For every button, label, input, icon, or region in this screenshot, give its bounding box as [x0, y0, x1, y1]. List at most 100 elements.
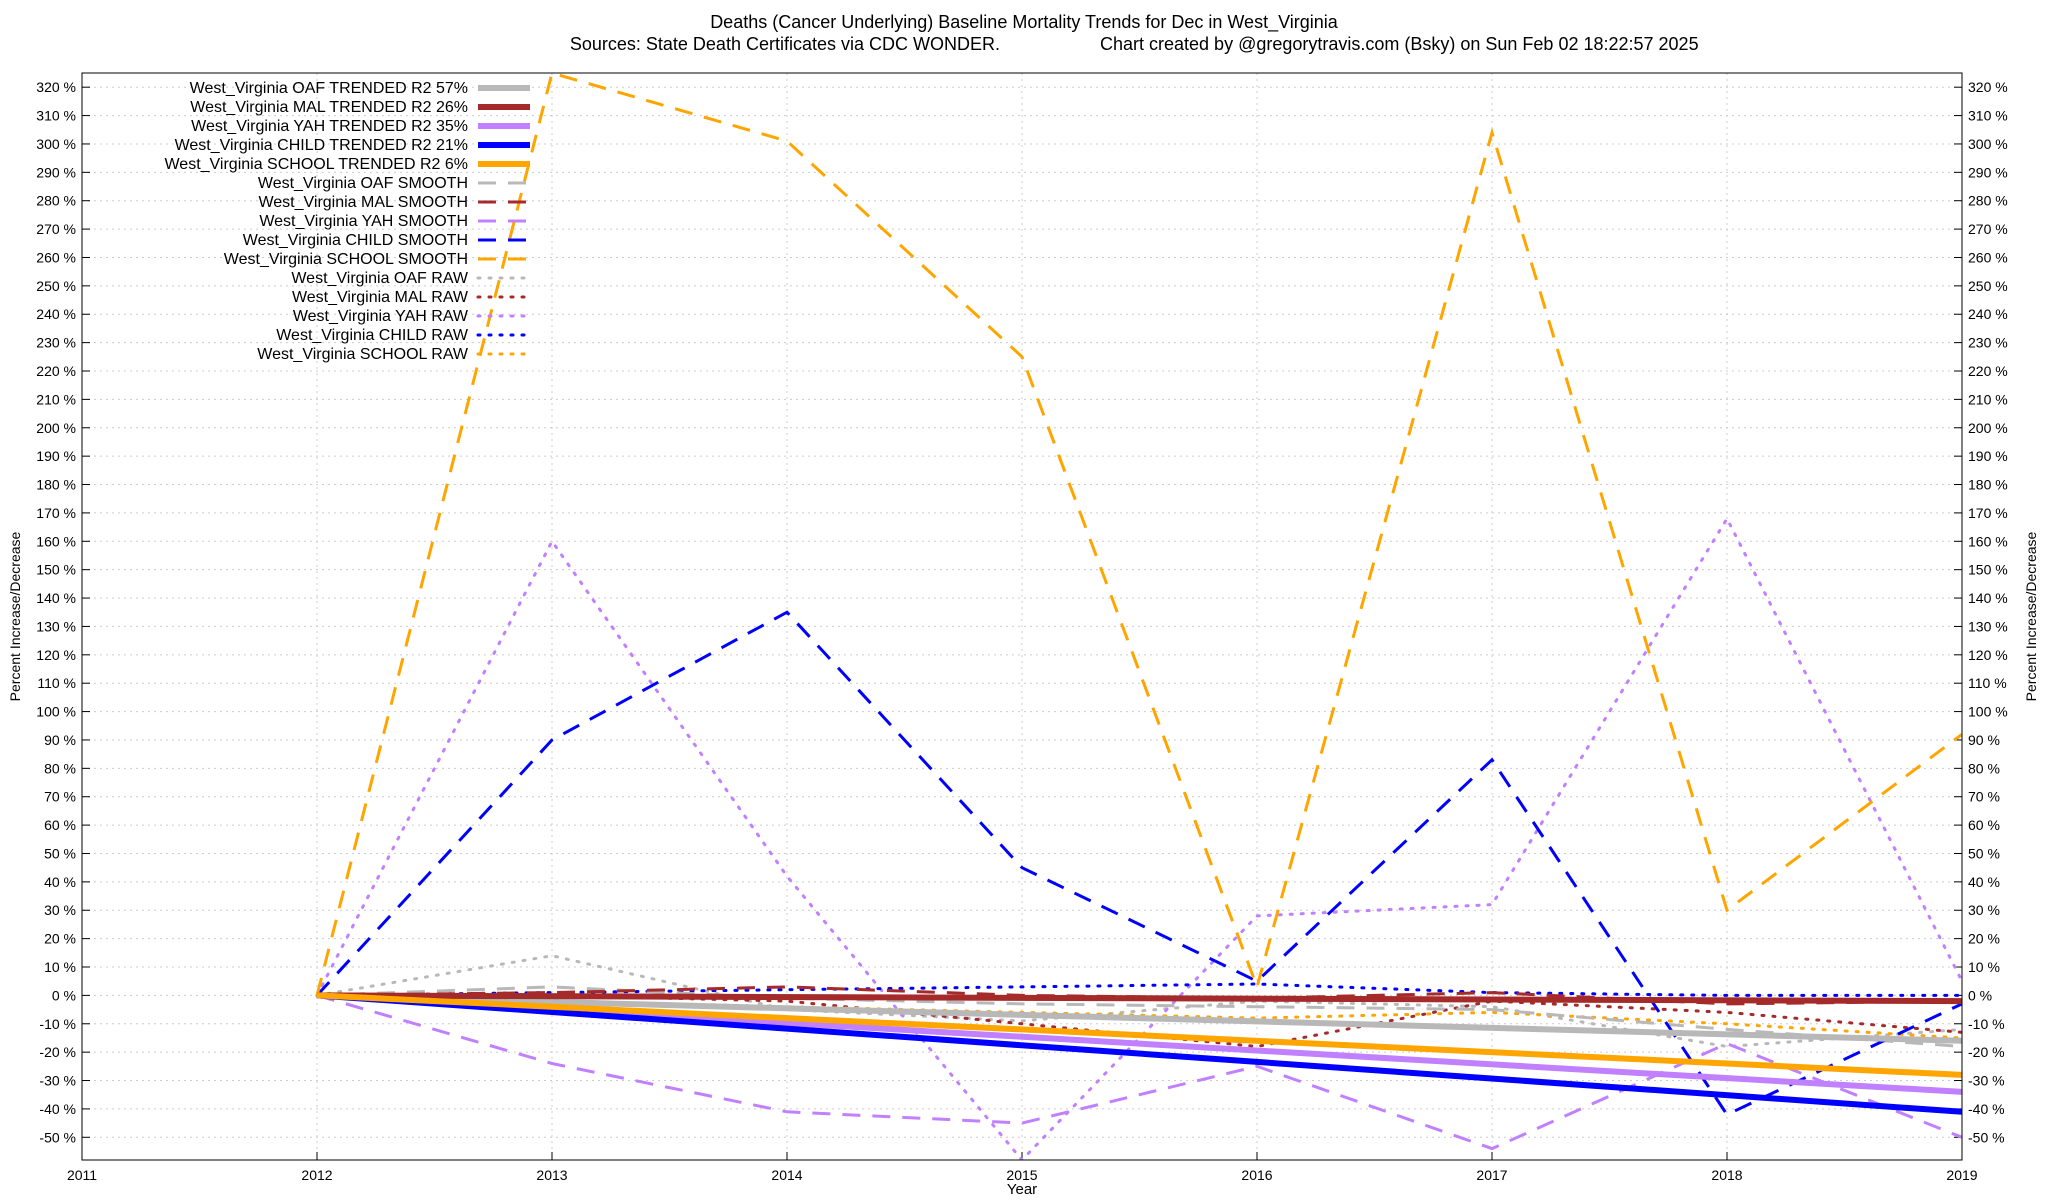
series-group: [315, 73, 1962, 1160]
y-tick-label: 270 %: [36, 221, 76, 237]
y-tick-label: 240 %: [36, 306, 76, 322]
y-tick-label: 20 %: [44, 931, 76, 947]
legend-label: West_Virginia OAF RAW: [291, 270, 469, 287]
y-tick-label-right: 210 %: [1968, 391, 2008, 407]
chart-title: Deaths (Cancer Underlying) Baseline Mort…: [710, 12, 1338, 32]
x-tick-label: 2013: [536, 1167, 567, 1183]
y-tick-label-right: 230 %: [1968, 335, 2008, 351]
y-tick-label: 10 %: [44, 959, 76, 975]
y-tick-label-right: 280 %: [1968, 193, 2008, 209]
y-tick-label: -10 %: [39, 1016, 76, 1032]
y-tick-label: 0 %: [52, 987, 76, 1003]
y-tick-label: 160 %: [36, 533, 76, 549]
y-tick-label-right: 290 %: [1968, 164, 2008, 180]
x-tick-label: 2012: [301, 1167, 332, 1183]
plot-border: [81, 72, 1963, 1161]
x-axis-label: Year: [1007, 1181, 1037, 1198]
y-tick-label-right: 260 %: [1968, 249, 2008, 265]
y-tick-label-right: 0 %: [1968, 987, 1992, 1003]
legend-label: West_Virginia SCHOOL TRENDED R2 6%: [164, 156, 468, 173]
y-tick-label: 130 %: [36, 618, 76, 634]
series-line-8: [315, 610, 1962, 1117]
y-tick-label-right: 30 %: [1968, 902, 2000, 918]
y-tick-label-right: 130 %: [1968, 618, 2008, 634]
legend-label: West_Virginia SCHOOL RAW: [257, 346, 469, 363]
x-tick-label: 2017: [1476, 1167, 1507, 1183]
y-tick-label-right: 220 %: [1968, 363, 2008, 379]
y-tick-label: 60 %: [44, 817, 76, 833]
y-tick-label-right: 250 %: [1968, 278, 2008, 294]
y-tick-label-right: -30 %: [1968, 1073, 2005, 1089]
y-axis-label: Percent Increase/Decrease: [7, 531, 23, 701]
series-line-3: [316, 992, 1962, 1115]
chart-sources: Sources: State Death Certificates via CD…: [569, 34, 1000, 54]
y-tick-label: 310 %: [36, 108, 76, 124]
y-tick-label: 150 %: [36, 562, 76, 578]
y-tick-label: 30 %: [44, 902, 76, 918]
y-tick-label: 210 %: [36, 391, 76, 407]
x-tick-label: 2014: [771, 1167, 802, 1183]
legend-label: West_Virginia MAL SMOOTH: [258, 194, 468, 211]
y-tick-label: -20 %: [39, 1044, 76, 1060]
x-tick-label: 2018: [1711, 1167, 1742, 1183]
y-tick-label-right: 120 %: [1968, 647, 2008, 663]
y-tick-label-right: 300 %: [1968, 136, 2008, 152]
y-tick-label: 40 %: [44, 874, 76, 890]
legend-label: West_Virginia MAL TRENDED R2 26%: [190, 99, 468, 116]
legend-label: West_Virginia SCHOOL SMOOTH: [224, 251, 468, 268]
y-tick-label: 100 %: [36, 704, 76, 720]
y-tick-label-right: -10 %: [1968, 1016, 2005, 1032]
y-tick-label-right: 270 %: [1968, 221, 2008, 237]
y-tick-label: 230 %: [36, 335, 76, 351]
y-tick-label-right: 110 %: [1968, 675, 2007, 691]
y-tick-label-right: 10 %: [1968, 959, 2000, 975]
legend-label: West_Virginia CHILD RAW: [276, 327, 469, 344]
x-tick-label: 2015: [1006, 1167, 1037, 1183]
legend-label: West_Virginia CHILD SMOOTH: [243, 232, 468, 249]
y-tick-label: -40 %: [39, 1101, 76, 1117]
series-line-0: [316, 992, 1962, 1044]
y-tick-label-right: 140 %: [1968, 590, 2008, 606]
y-tick-label: 90 %: [44, 732, 76, 748]
legend-label: West_Virginia YAH RAW: [293, 308, 469, 325]
y-tick-label-right: 80 %: [1968, 760, 2000, 776]
y-tick-label: 140 %: [36, 590, 76, 606]
y-tick-label: -50 %: [39, 1129, 76, 1145]
series-line-9: [315, 73, 1962, 996]
legend-label: West_Virginia YAH SMOOTH: [259, 213, 468, 230]
y-tick-label: 200 %: [36, 420, 76, 436]
y-tick-label-right: 310 %: [1968, 108, 2008, 124]
y-tick-label: -30 %: [39, 1073, 76, 1089]
y-tick-label-right: 180 %: [1968, 477, 2008, 493]
y-tick-label: 110 %: [37, 675, 76, 691]
y-tick-label: 120 %: [36, 647, 76, 663]
y-tick-label-right: -40 %: [1968, 1101, 2005, 1117]
y-tick-label-right: 20 %: [1968, 931, 2000, 947]
series-line-4: [316, 992, 1962, 1078]
x-tick-label: 2016: [1241, 1167, 1272, 1183]
series-line-5: [316, 985, 1962, 1048]
y-tick-label: 70 %: [44, 789, 76, 805]
y-tick-label-right: 40 %: [1968, 874, 2000, 890]
y-tick-label-right: 90 %: [1968, 732, 2000, 748]
y-tick-label-right: 200 %: [1968, 420, 2008, 436]
y-tick-label-right: 190 %: [1968, 448, 2008, 464]
y-tick-label-right: 70 %: [1968, 789, 2000, 805]
y-tick-label: 180 %: [36, 477, 76, 493]
y-tick-label: 80 %: [44, 760, 76, 776]
y2-axis-label: Percent Increase/Decrease: [2023, 531, 2039, 701]
y-tick-label-right: 60 %: [1968, 817, 2000, 833]
y-tick-label: 50 %: [44, 845, 76, 861]
y-tick-label-right: 150 %: [1968, 562, 2008, 578]
y-tick-label: 260 %: [36, 249, 76, 265]
y-tick-label: 290 %: [36, 164, 76, 180]
y-tick-label-right: 50 %: [1968, 845, 2000, 861]
x-tick-label: 2011: [67, 1167, 97, 1183]
legend-label: West_Virginia OAF SMOOTH: [258, 175, 468, 192]
y-tick-label: 190 %: [36, 448, 76, 464]
y-tick-label: 250 %: [36, 278, 76, 294]
y-tick-label-right: 170 %: [1968, 505, 2008, 521]
y-tick-label: 300 %: [36, 136, 76, 152]
